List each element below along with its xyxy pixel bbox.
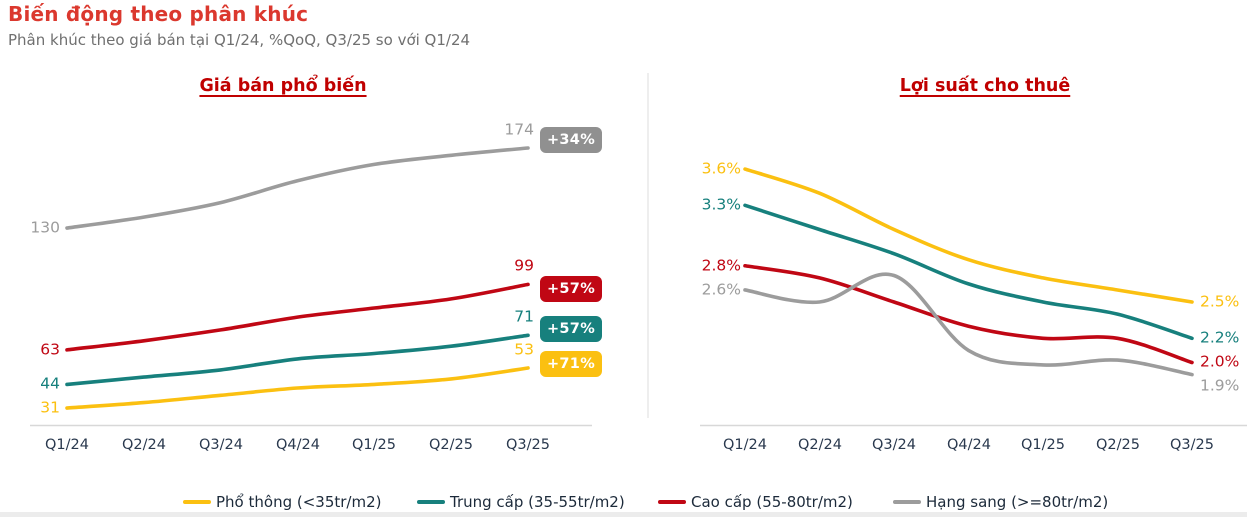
price-chart-end-label-pho-thong: 53 xyxy=(514,340,534,359)
price-chart-change-badge-trung-cap: +57% xyxy=(540,316,602,342)
yield-chart-end-label-hang-sang: 1.9% xyxy=(1200,376,1240,395)
yield-chart-line-pho-thong xyxy=(743,167,1194,304)
price-chart-tick-Q2-24: Q2/24 xyxy=(122,437,166,453)
legend-swatch-pho-thong xyxy=(183,499,211,505)
price-chart-start-label-cao-cap: 63 xyxy=(40,340,60,359)
yield-chart-tick-Q3-24: Q3/24 xyxy=(872,437,916,453)
price-chart-change-badge-hang-sang: +34% xyxy=(540,127,602,153)
yield-chart-start-label-pho-thong: 3.6% xyxy=(701,159,741,178)
price-chart-start-label-hang-sang: 130 xyxy=(30,218,60,237)
yield-chart-line-trung-cap xyxy=(743,203,1194,341)
price-chart-tick-Q2-25: Q2/25 xyxy=(429,437,473,453)
legend-label-trung-cap: Trung cấp (35-55tr/m2) xyxy=(450,493,625,511)
legend-item-hang-sang: Hạng sang (>=80tr/m2) xyxy=(893,493,1108,511)
price-chart-title: Giá bán phổ biến xyxy=(199,76,367,96)
price-chart-tick-Q3-24: Q3/24 xyxy=(199,437,243,453)
price-chart-change-badge-cao-cap: +57% xyxy=(540,276,602,302)
yield-chart-end-label-cao-cap: 2.0% xyxy=(1200,352,1240,371)
legend-label-pho-thong: Phổ thông (<35tr/m2) xyxy=(216,493,382,511)
yield-chart-tick-Q4-24: Q4/24 xyxy=(947,437,991,453)
yield-chart-title: Lợi suất cho thuê xyxy=(899,76,1071,96)
page-title: Biến động theo phân khúc xyxy=(8,2,309,26)
legend-item-cao-cap: Cao cấp (55-80tr/m2) xyxy=(658,493,853,511)
legend-swatch-cao-cap xyxy=(658,499,686,505)
legend-label-hang-sang: Hạng sang (>=80tr/m2) xyxy=(926,493,1109,511)
yield-chart-line-hang-sang xyxy=(743,272,1194,377)
legend-swatch-hang-sang xyxy=(893,499,921,505)
price-chart-line-hang-sang xyxy=(65,146,530,230)
yield-chart-end-label-trung-cap: 2.2% xyxy=(1200,328,1240,347)
yield-chart-tick-Q2-25: Q2/25 xyxy=(1096,437,1140,453)
price-chart-tick-Q3-25: Q3/25 xyxy=(506,437,550,453)
yield-chart-end-label-pho-thong: 2.5% xyxy=(1200,292,1240,311)
yield-chart-start-label-trung-cap: 3.3% xyxy=(701,195,741,214)
yield-chart-tick-Q1-25: Q1/25 xyxy=(1021,437,1065,453)
price-chart-line-cao-cap xyxy=(65,282,530,352)
legend-item-trung-cap: Trung cấp (35-55tr/m2) xyxy=(417,493,625,511)
price-chart-end-label-hang-sang: 174 xyxy=(504,120,534,139)
legend-item-pho-thong: Phổ thông (<35tr/m2) xyxy=(183,493,381,511)
yield-chart-start-label-cao-cap: 2.8% xyxy=(701,256,741,275)
yield-chart-start-label-hang-sang: 2.6% xyxy=(701,280,741,299)
price-chart-tick-Q1-25: Q1/25 xyxy=(352,437,396,453)
yield-chart-line-cao-cap xyxy=(743,263,1194,365)
price-chart-line-pho-thong xyxy=(65,366,530,410)
yield-chart-tick-Q3-25: Q3/25 xyxy=(1170,437,1214,453)
yield-chart-tick-Q2-24: Q2/24 xyxy=(798,437,842,453)
price-chart-start-label-pho-thong: 31 xyxy=(40,398,60,417)
price-chart-start-label-trung-cap: 44 xyxy=(40,374,60,393)
page-subtitle: Phân khúc theo giá bán tại Q1/24, %QoQ, … xyxy=(8,31,471,49)
price-chart-end-label-cao-cap: 99 xyxy=(514,256,534,275)
legend-swatch-trung-cap xyxy=(417,499,445,505)
price-chart-tick-Q1-24: Q1/24 xyxy=(45,437,89,453)
price-chart-line-trung-cap xyxy=(65,333,530,387)
price-chart-tick-Q4-24: Q4/24 xyxy=(276,437,320,453)
price-chart-end-label-trung-cap: 71 xyxy=(514,307,534,326)
legend-label-cao-cap: Cao cấp (55-80tr/m2) xyxy=(691,493,853,511)
yield-chart-tick-Q1-24: Q1/24 xyxy=(723,437,767,453)
bottom-divider xyxy=(0,512,1247,517)
price-chart-change-badge-pho-thong: +71% xyxy=(540,351,602,377)
